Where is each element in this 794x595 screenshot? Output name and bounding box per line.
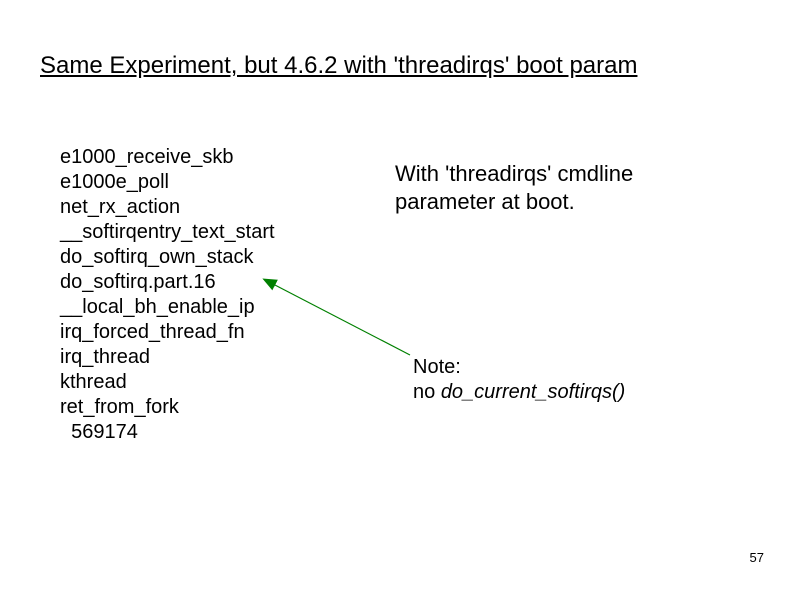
note-prefix: no [413, 381, 441, 403]
note-block: Note: no do_current_softirqs() [413, 355, 625, 405]
note-label: Note: [413, 356, 461, 378]
desc-line-1: With 'threadirqs' cmdline [395, 161, 633, 186]
call-stack: e1000_receive_skb e1000e_poll net_rx_act… [60, 145, 275, 445]
arrow-icon [265, 280, 425, 370]
arrow-line [273, 284, 410, 355]
desc-line-2: parameter at boot. [395, 189, 575, 214]
slide-title: Same Experiment, but 4.6.2 with 'threadi… [40, 52, 637, 80]
description-block: With 'threadirqs' cmdline parameter at b… [395, 160, 633, 215]
note-function: do_current_softirqs() [441, 381, 626, 403]
page-number: 57 [750, 550, 764, 565]
